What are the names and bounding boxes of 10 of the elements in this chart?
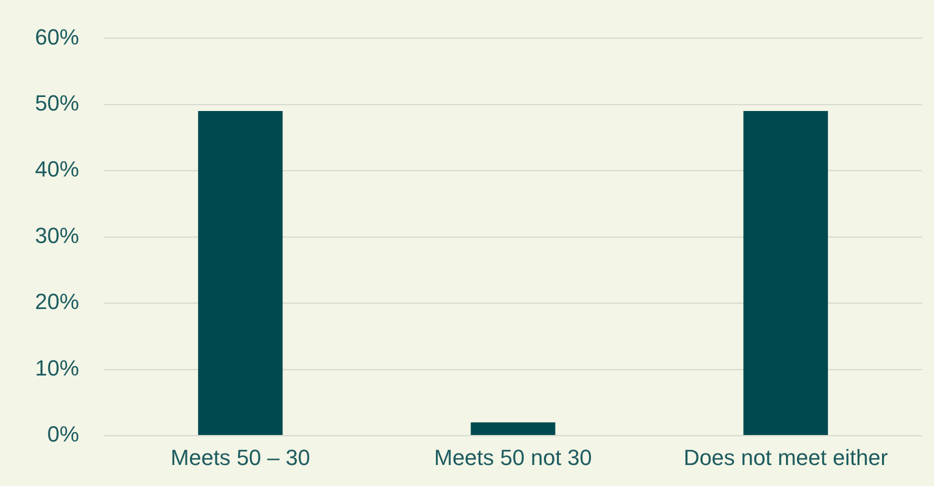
x-tick-label: Does not meet either: [684, 444, 888, 470]
y-tick-label: 50%: [34, 90, 80, 116]
y-tick-label: 60%: [34, 24, 80, 50]
y-tick-label: 20%: [34, 289, 80, 314]
y-tick-label: 0%: [47, 422, 80, 447]
y-tick-label: 40%: [34, 156, 80, 182]
x-tick-label: Meets 50 not 30: [434, 444, 592, 470]
y-tick-label: 10%: [34, 355, 80, 380]
x-tick-label: Meets 50 – 30: [170, 444, 310, 470]
y-tick-label: 30%: [34, 222, 80, 248]
